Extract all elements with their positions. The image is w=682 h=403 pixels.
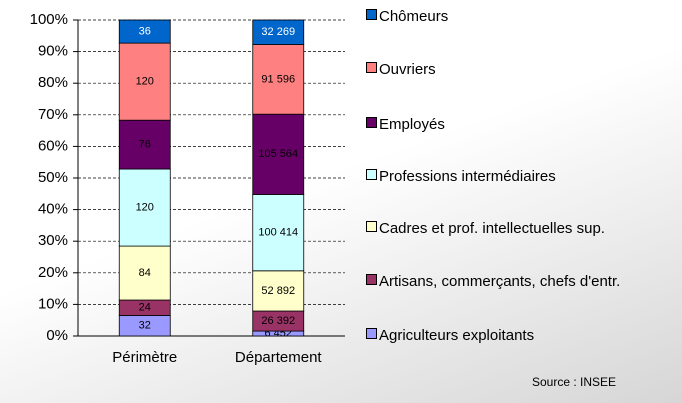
- legend-label: Artisans, commerçants, chefs d'entr.: [379, 273, 621, 290]
- legend-item: Artisans, commerçants, chefs d'entr.: [366, 271, 676, 293]
- source: Source : INSEE: [532, 375, 616, 389]
- value-label: 24: [139, 302, 151, 314]
- legend-label: Chômeurs: [379, 8, 449, 25]
- bar-segment: [118, 42, 171, 121]
- legend-item: Chômeurs: [366, 6, 676, 28]
- y-tick-label: 80%: [38, 74, 68, 91]
- x-tick-label: Département: [235, 349, 323, 366]
- legend-item: Professions intermédiaires: [366, 166, 676, 188]
- value-label: 36: [139, 25, 151, 37]
- bar-segment: [252, 270, 305, 312]
- value-label: 120: [136, 201, 154, 213]
- y-tick-label: 90%: [38, 43, 68, 60]
- bar-segment: [252, 194, 305, 272]
- value-label: 26 392: [261, 315, 295, 327]
- bar-segment: [118, 119, 171, 170]
- bar-segment: [118, 19, 171, 44]
- legend-label: Agriculteurs exploitants: [379, 327, 535, 344]
- legend-label: Professions intermédiaires: [379, 168, 556, 185]
- bar-segment: [118, 168, 171, 247]
- y-tick-label: 100%: [30, 11, 68, 28]
- legend-label: Cadres et prof. intellectuelles sup.: [379, 220, 605, 237]
- legend-swatch: [366, 221, 377, 232]
- legend-swatch: [366, 328, 377, 339]
- y-tick-label: 50%: [38, 169, 68, 186]
- y-tick-label: 70%: [38, 106, 68, 123]
- x-tick-label: Périmètre: [112, 349, 177, 366]
- value-label: 84: [139, 267, 151, 279]
- legend-item: Ouvriers: [366, 59, 676, 81]
- bar-segment: [252, 113, 305, 195]
- value-label: 100 414: [258, 227, 298, 239]
- value-label: 120: [136, 76, 154, 88]
- legend-label: Employés: [379, 116, 445, 133]
- value-label: 105 564: [258, 148, 298, 160]
- y-tick-label: 0%: [46, 327, 68, 344]
- legend-swatch: [366, 169, 377, 180]
- bar-segment: [252, 19, 305, 45]
- y-tick-label: 60%: [38, 137, 68, 154]
- legend-item: Employés: [366, 114, 676, 136]
- legend-label: Ouvriers: [379, 61, 436, 78]
- value-label: 32: [139, 320, 151, 332]
- bar-segment: [118, 245, 171, 301]
- value-label: 52 892: [261, 285, 295, 297]
- value-label: 76: [139, 139, 151, 151]
- y-tick-label: 20%: [38, 264, 68, 281]
- value-label: 91 596: [261, 73, 295, 85]
- value-label: 32 269: [261, 26, 295, 38]
- y-tick-label: 40%: [38, 201, 68, 218]
- y-tick-label: 10%: [38, 295, 68, 312]
- y-tick-label: 30%: [38, 232, 68, 249]
- legend-swatch: [366, 117, 377, 128]
- legend-swatch: [366, 9, 377, 20]
- bar-segment: [252, 44, 305, 115]
- legend-item: Agriculteurs exploitants: [366, 325, 676, 347]
- legend-swatch: [366, 274, 377, 285]
- legend-item: Cadres et prof. intellectuelles sup.: [366, 218, 676, 240]
- legend-swatch: [366, 62, 377, 73]
